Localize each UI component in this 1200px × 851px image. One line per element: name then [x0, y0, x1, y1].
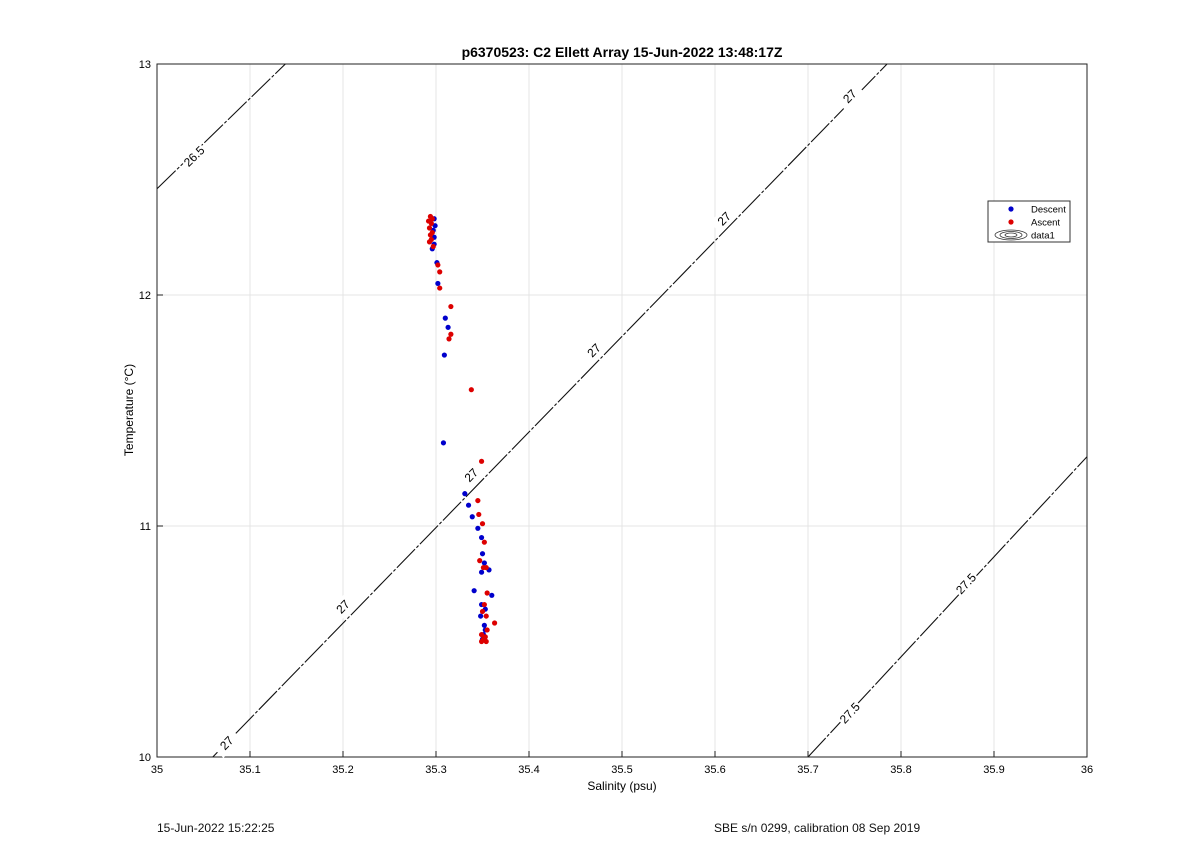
ascent-point: [479, 521, 486, 527]
ascent-point: [435, 262, 441, 268]
y-tick-label: 13: [139, 59, 151, 71]
x-tick-label: 35.9: [983, 764, 1004, 776]
legend-entry-data1[interactable]: data1: [994, 229, 1055, 242]
ascent-point: [479, 608, 486, 615]
x-tick-label: 35.3: [425, 764, 446, 776]
descent-point: [432, 223, 438, 229]
x-tick-label: 35.4: [518, 764, 539, 776]
ascent-point: [448, 303, 454, 310]
descent-point: [478, 534, 485, 541]
isopycnal-line-27: [212, 64, 888, 757]
grid-lines: [156, 63, 1088, 758]
descent-legend-marker: [1008, 206, 1014, 212]
x-tick-label: 35.5: [611, 764, 632, 776]
contour-label-bg: [211, 728, 242, 759]
contour-label-bg: [328, 591, 358, 622]
contour-legend-icon: [1004, 232, 1018, 238]
descent-point: [469, 514, 475, 520]
y-tick-label: 11: [140, 521, 151, 533]
y-axis-label: Temperature (°C): [122, 364, 136, 456]
x-tick-label: 35.1: [239, 764, 260, 776]
ascent-point: [478, 458, 485, 464]
descent-point: [479, 551, 486, 557]
ascent-point: [478, 638, 485, 645]
ascent-point: [476, 511, 482, 518]
ascent-point: [483, 564, 489, 571]
legend-label: data1: [1031, 231, 1055, 242]
ascent-point: [437, 285, 443, 291]
ascent-point: [477, 558, 483, 564]
ascent-point: [483, 613, 489, 619]
descent-point: [475, 525, 481, 531]
ascent-point: [446, 336, 452, 342]
x-tick-label: 35.7: [797, 764, 818, 776]
ascent-point: [426, 225, 433, 231]
ascent-point: [483, 638, 489, 645]
descent-point: [442, 315, 448, 321]
ascent-point: [430, 243, 436, 250]
ascent-point: [478, 631, 485, 638]
ascent-point: [481, 539, 487, 545]
legend-label: Ascent: [1031, 218, 1060, 229]
y-tick-label: 10: [139, 752, 151, 764]
ascent-point: [429, 216, 435, 222]
contour-label-bg: [709, 203, 740, 234]
descent-point: [435, 280, 441, 287]
ascent-point: [468, 387, 474, 393]
contour-label-bg: [456, 460, 487, 491]
contour-label: 26.5: [181, 143, 208, 170]
descent-point: [445, 324, 451, 330]
descent-point: [481, 560, 487, 566]
contour-label-bg: [835, 81, 865, 112]
x-tick-label: 35.6: [704, 764, 725, 776]
data-points: [425, 213, 498, 645]
x-tick-label: 35.2: [332, 764, 353, 776]
ascent-legend-marker: [1008, 219, 1014, 225]
ascent-point: [475, 497, 481, 504]
ascent-point: [481, 601, 487, 608]
footer-timestamp: 15-Jun-2022 15:22:25: [157, 821, 275, 835]
legend-entry-descent[interactable]: Descent: [1008, 205, 1066, 216]
x-tick-label: 36: [1081, 764, 1093, 776]
y-axis-ticks: 10 11 12 13: [139, 59, 163, 764]
contour-label-bg: [835, 698, 865, 729]
ascent-point: [426, 239, 433, 245]
descent-point: [440, 440, 447, 446]
descent-point: [478, 613, 484, 619]
contour-label-bg: [579, 335, 609, 366]
ascent-point: [484, 590, 490, 596]
ascent-point: [437, 269, 443, 275]
descent-point: [478, 569, 485, 575]
legend-box: [987, 200, 1071, 243]
descent-point: [441, 352, 447, 358]
x-axis-label: Salinity (psu): [587, 779, 656, 793]
contour-legend-icon: [994, 229, 1028, 241]
footer-calibration: SBE s/n 0299, calibration 08 Sep 2019: [714, 821, 921, 835]
legend-entry-ascent[interactable]: Ascent: [1008, 218, 1060, 229]
descent-point: [481, 622, 487, 628]
ascent-point: [427, 232, 434, 238]
legend-label: Descent: [1031, 205, 1066, 216]
descent-point: [471, 588, 477, 594]
ascent-point: [484, 627, 490, 633]
ascent-point: [491, 620, 498, 626]
isopycnal-line-26-5: [157, 64, 286, 190]
contour-legend-icon: [999, 231, 1023, 239]
x-tick-label: 35.8: [890, 764, 911, 776]
contour-label: 27.5: [953, 570, 979, 597]
descent-point: [462, 491, 468, 497]
legend[interactable]: Descent Ascent data1: [987, 200, 1071, 243]
chart-title: p6370523: C2 Ellett Array 15-Jun-2022 13…: [462, 44, 783, 60]
x-axis-ticks: 35 35.1 35.2 35.3 35.4 35.5 35.6 35.7 35.8 35.9 36: [151, 751, 1093, 776]
ascent-point: [428, 220, 434, 226]
descent-point: [489, 592, 495, 598]
contour-label-bg: [951, 568, 981, 599]
x-tick-label: 35: [151, 764, 163, 776]
descent-point: [465, 502, 472, 508]
contour-label-bg: [179, 141, 210, 172]
ascent-point: [448, 331, 454, 337]
y-tick-label: 12: [139, 290, 151, 302]
